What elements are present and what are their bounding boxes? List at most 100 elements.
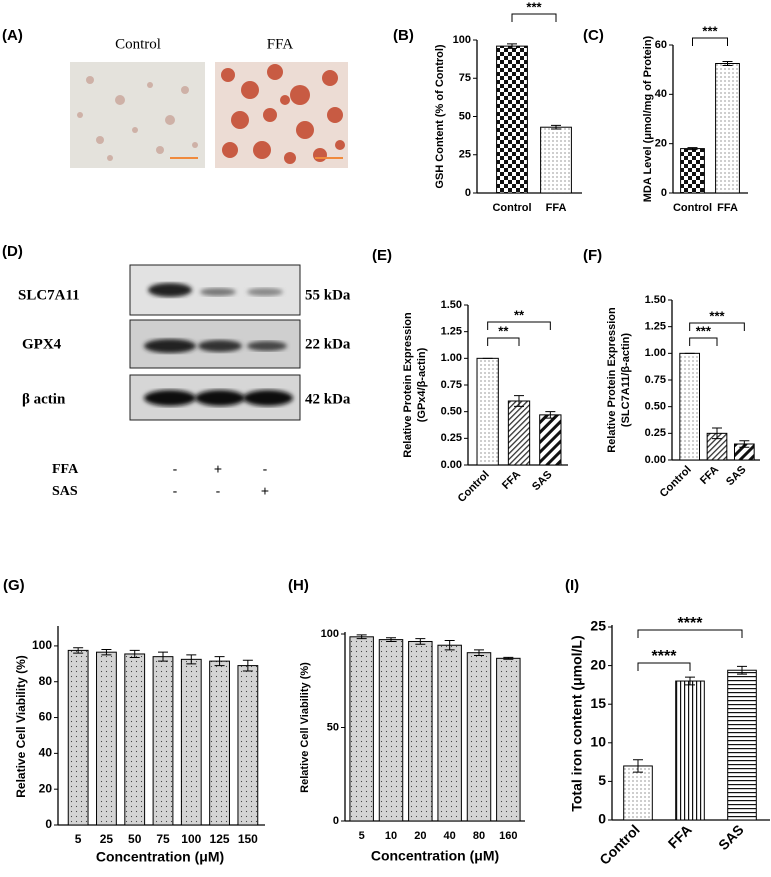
y-axis-label: Total iron content (μmol/L)	[569, 635, 585, 811]
error-bar	[158, 651, 168, 662]
y-tick-label: 1.25	[645, 321, 666, 333]
y-tick-label: 60	[39, 710, 53, 724]
error-bar	[386, 637, 396, 642]
error-bar	[633, 759, 643, 773]
y-tick-label: 60	[655, 39, 667, 51]
x-tick-label: 80	[473, 830, 485, 842]
x-tick-label: SAS	[715, 821, 747, 853]
y-tick-label: 1.00	[645, 347, 666, 359]
significance-label: **	[498, 323, 509, 338]
x-tick-label: Control	[492, 202, 531, 214]
x-tick-label: 100	[181, 832, 201, 846]
y-tick-label: 25	[590, 618, 606, 634]
x-tick-label: SAS	[530, 469, 554, 493]
panel-label: (D)	[2, 243, 23, 260]
y-tick-label: 0.75	[645, 374, 666, 386]
y-tick-label: 100	[321, 628, 339, 640]
size-label: 22 kDa	[305, 336, 351, 352]
panel-label: (A)	[2, 27, 23, 44]
bar	[540, 126, 572, 194]
protein-label: SLC7A11	[18, 287, 80, 303]
error-bar	[503, 656, 514, 660]
y-axis-label: GSH Content (% of Control)	[434, 44, 446, 189]
y-axis-label: MDA Level (μmol/mg of Protein)	[642, 35, 654, 202]
significance-bracket	[487, 337, 520, 346]
y-tick-label: 1.00	[441, 352, 462, 364]
significance-bracket	[692, 37, 728, 46]
x-tick-label: 150	[238, 832, 258, 846]
error-bar	[444, 640, 455, 651]
error-bar	[186, 654, 197, 665]
y-tick-label: 40	[39, 746, 53, 760]
significance-label: ***	[702, 23, 718, 38]
bar	[675, 680, 705, 821]
treatment-sign: -	[173, 461, 178, 477]
image-label: Control	[115, 36, 161, 52]
y-tick-label: 0	[598, 811, 606, 827]
treatment-sign: -	[216, 483, 221, 499]
blots	[129, 264, 301, 421]
x-tick-label: SAS	[724, 464, 748, 488]
error-bar	[214, 656, 225, 667]
significance-label: ***	[526, 0, 542, 14]
y-tick-label: 1.50	[441, 299, 462, 311]
significance-label: ***	[709, 308, 725, 323]
panel-label: (H)	[288, 577, 309, 594]
error-bar	[507, 43, 517, 49]
y-tick-label: 20	[655, 138, 667, 150]
y-tick-label: 0	[333, 815, 339, 827]
significance-label: **	[514, 307, 525, 322]
treatment-label: SAS	[52, 484, 78, 499]
y-tick-label: 0	[465, 187, 471, 199]
y-axis-label: (SLC7A11/β-actin)	[620, 333, 632, 427]
bar	[408, 640, 433, 822]
image-label: FFA	[267, 36, 294, 52]
error-bar	[737, 665, 747, 675]
y-tick-label: 1.50	[645, 294, 666, 306]
y-tick-label: 50	[459, 110, 471, 122]
x-tick-label: Control	[673, 202, 712, 214]
y-axis-label: Relative Protein Expression	[606, 307, 618, 453]
significance-bracket	[689, 322, 745, 331]
error-bar	[687, 147, 698, 151]
x-tick-label: FFA	[698, 464, 721, 487]
size-label: 42 kDa	[305, 391, 351, 407]
x-tick-label: 50	[128, 832, 142, 846]
treatment-sign: +	[261, 483, 269, 499]
panel-label: (C)	[583, 27, 604, 44]
bar	[349, 636, 374, 822]
bar	[378, 639, 404, 822]
y-axis-label: Relative Cell Viability (%)	[14, 655, 28, 798]
error-bar	[242, 659, 253, 672]
y-tick-label: 25	[459, 149, 471, 161]
error-bar	[739, 440, 750, 448]
y-tick-label: 0.25	[441, 432, 462, 444]
x-tick-label: 75	[156, 832, 170, 846]
significance-bracket	[487, 321, 551, 330]
error-bar	[73, 647, 84, 654]
bar	[476, 357, 499, 466]
significance-bracket	[689, 337, 718, 346]
error-bar	[685, 676, 695, 686]
x-tick-label: Control	[596, 821, 643, 868]
x-tick-label: FFA	[665, 821, 695, 851]
treatment-label: FFA	[52, 462, 79, 477]
x-axis-label: Concentration (μM)	[371, 848, 499, 864]
error-bar	[129, 649, 140, 659]
y-tick-label: 20	[590, 656, 606, 672]
y-tick-label: 100	[32, 638, 52, 652]
error-bar	[101, 648, 112, 656]
x-tick-label: 10	[385, 830, 397, 842]
bar	[180, 658, 202, 826]
y-tick-label: 0.50	[441, 406, 462, 418]
error-bar	[415, 638, 426, 645]
significance-bracket	[637, 629, 743, 638]
y-axis-label: Relative Protein Expression	[402, 312, 414, 458]
error-bar	[356, 634, 367, 640]
x-tick-label: 5	[75, 832, 82, 846]
y-tick-label: 10	[590, 734, 606, 750]
error-bar	[474, 649, 484, 657]
protein-label: β actin	[22, 391, 66, 407]
bar	[496, 45, 528, 194]
